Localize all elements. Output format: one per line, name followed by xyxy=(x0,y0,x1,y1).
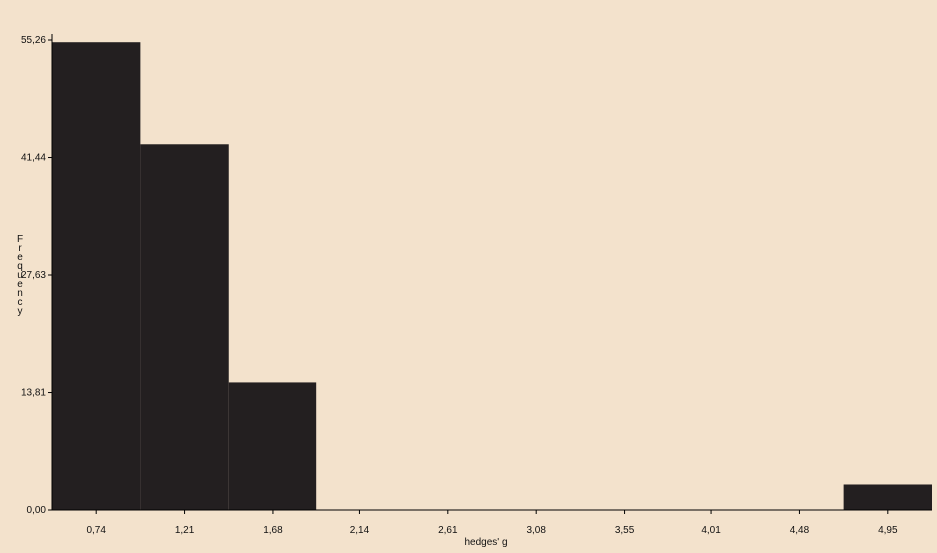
x-tick-label: 4,95 xyxy=(878,525,898,536)
histogram-bar xyxy=(140,144,229,510)
y-tick-label: 41,44 xyxy=(21,153,46,164)
x-tick-label: 1,68 xyxy=(263,525,283,536)
histogram-bar xyxy=(228,382,317,510)
x-tick-label: 2,61 xyxy=(438,525,458,536)
y-ticks-group: 0,00 13,81 27,63 41,44 55,26 xyxy=(21,35,52,516)
x-tick-label: 3,08 xyxy=(526,525,546,536)
x-tick-label: 4,48 xyxy=(790,525,810,536)
x-tick-label: 1,21 xyxy=(175,525,195,536)
y-tick-label: 27,63 xyxy=(21,270,46,281)
x-tick-label: 3,55 xyxy=(615,525,635,536)
y-tick-label: 55,26 xyxy=(21,35,46,46)
histogram-bar xyxy=(843,484,932,510)
bars-group xyxy=(52,42,932,510)
axes-group xyxy=(51,34,932,511)
x-axis-title: hedges' g xyxy=(464,537,507,548)
y-tick-label: 13,81 xyxy=(21,388,46,399)
x-tick-label: 2,14 xyxy=(350,525,370,536)
x-tick-label: 4,01 xyxy=(701,525,721,536)
x-tick-label: 0,74 xyxy=(86,525,106,536)
x-ticks-group: 0,74 1,21 1,68 2,14 2,61 3,08 3,55 4,01 4,48 4,95 xyxy=(86,510,898,536)
y-tick-label: 0,00 xyxy=(27,505,47,516)
histogram-bar xyxy=(52,42,141,510)
